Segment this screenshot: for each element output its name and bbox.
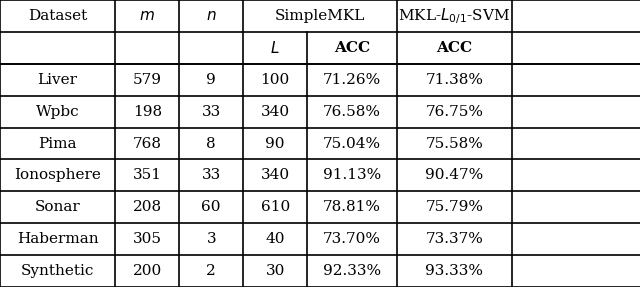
Text: 305: 305 [132, 232, 162, 246]
Text: 579: 579 [132, 73, 162, 87]
Text: SimpleMKL: SimpleMKL [275, 9, 365, 23]
Text: 90: 90 [266, 137, 285, 150]
Text: 71.26%: 71.26% [323, 73, 381, 87]
Text: 610: 610 [260, 200, 290, 214]
Text: 75.04%: 75.04% [323, 137, 381, 150]
Text: 340: 340 [260, 104, 290, 119]
Text: 40: 40 [266, 232, 285, 246]
Text: 73.70%: 73.70% [323, 232, 381, 246]
Text: 76.58%: 76.58% [323, 104, 381, 119]
Text: $L$: $L$ [271, 40, 280, 56]
Text: 2: 2 [206, 264, 216, 278]
Text: 8: 8 [206, 137, 216, 150]
Text: ACC: ACC [436, 41, 472, 55]
Text: Sonar: Sonar [35, 200, 81, 214]
Text: 100: 100 [260, 73, 290, 87]
Text: Haberman: Haberman [17, 232, 99, 246]
Text: ACC: ACC [334, 41, 370, 55]
Text: 90.47%: 90.47% [425, 168, 484, 183]
Text: Wpbc: Wpbc [36, 104, 79, 119]
Text: MKL-$L_{0/1}$-SVM: MKL-$L_{0/1}$-SVM [399, 6, 510, 26]
Text: 3: 3 [206, 232, 216, 246]
Text: 73.37%: 73.37% [426, 232, 483, 246]
Text: 33: 33 [202, 168, 221, 183]
Text: $m$: $m$ [140, 9, 155, 23]
Text: 93.33%: 93.33% [426, 264, 483, 278]
Text: 91.13%: 91.13% [323, 168, 381, 183]
Text: Pima: Pima [38, 137, 77, 150]
Text: Dataset: Dataset [28, 9, 87, 23]
Text: 92.33%: 92.33% [323, 264, 381, 278]
Text: 340: 340 [260, 168, 290, 183]
Text: 75.58%: 75.58% [426, 137, 483, 150]
Text: Synthetic: Synthetic [21, 264, 94, 278]
Text: 9: 9 [206, 73, 216, 87]
Text: Liver: Liver [38, 73, 77, 87]
Text: 76.75%: 76.75% [426, 104, 483, 119]
Text: $n$: $n$ [206, 9, 216, 23]
Text: 75.79%: 75.79% [426, 200, 483, 214]
Text: 351: 351 [132, 168, 162, 183]
Text: 200: 200 [132, 264, 162, 278]
Text: 30: 30 [266, 264, 285, 278]
Text: 768: 768 [132, 137, 162, 150]
Text: 33: 33 [202, 104, 221, 119]
Text: 78.81%: 78.81% [323, 200, 381, 214]
Text: 71.38%: 71.38% [426, 73, 483, 87]
Text: 60: 60 [202, 200, 221, 214]
Text: Ionosphere: Ionosphere [14, 168, 101, 183]
Text: 198: 198 [132, 104, 162, 119]
Text: 208: 208 [132, 200, 162, 214]
